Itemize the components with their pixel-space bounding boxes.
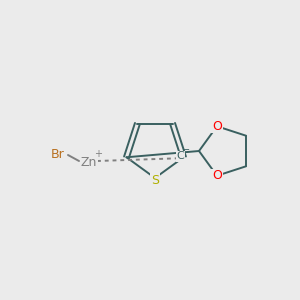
Text: C: C: [177, 151, 184, 161]
Text: S: S: [151, 173, 159, 187]
Text: Zn: Zn: [81, 157, 97, 169]
Text: −: −: [182, 145, 190, 155]
Text: O: O: [212, 169, 222, 182]
Text: +: +: [94, 149, 102, 159]
Text: Br: Br: [51, 148, 65, 160]
Text: O: O: [212, 120, 222, 133]
